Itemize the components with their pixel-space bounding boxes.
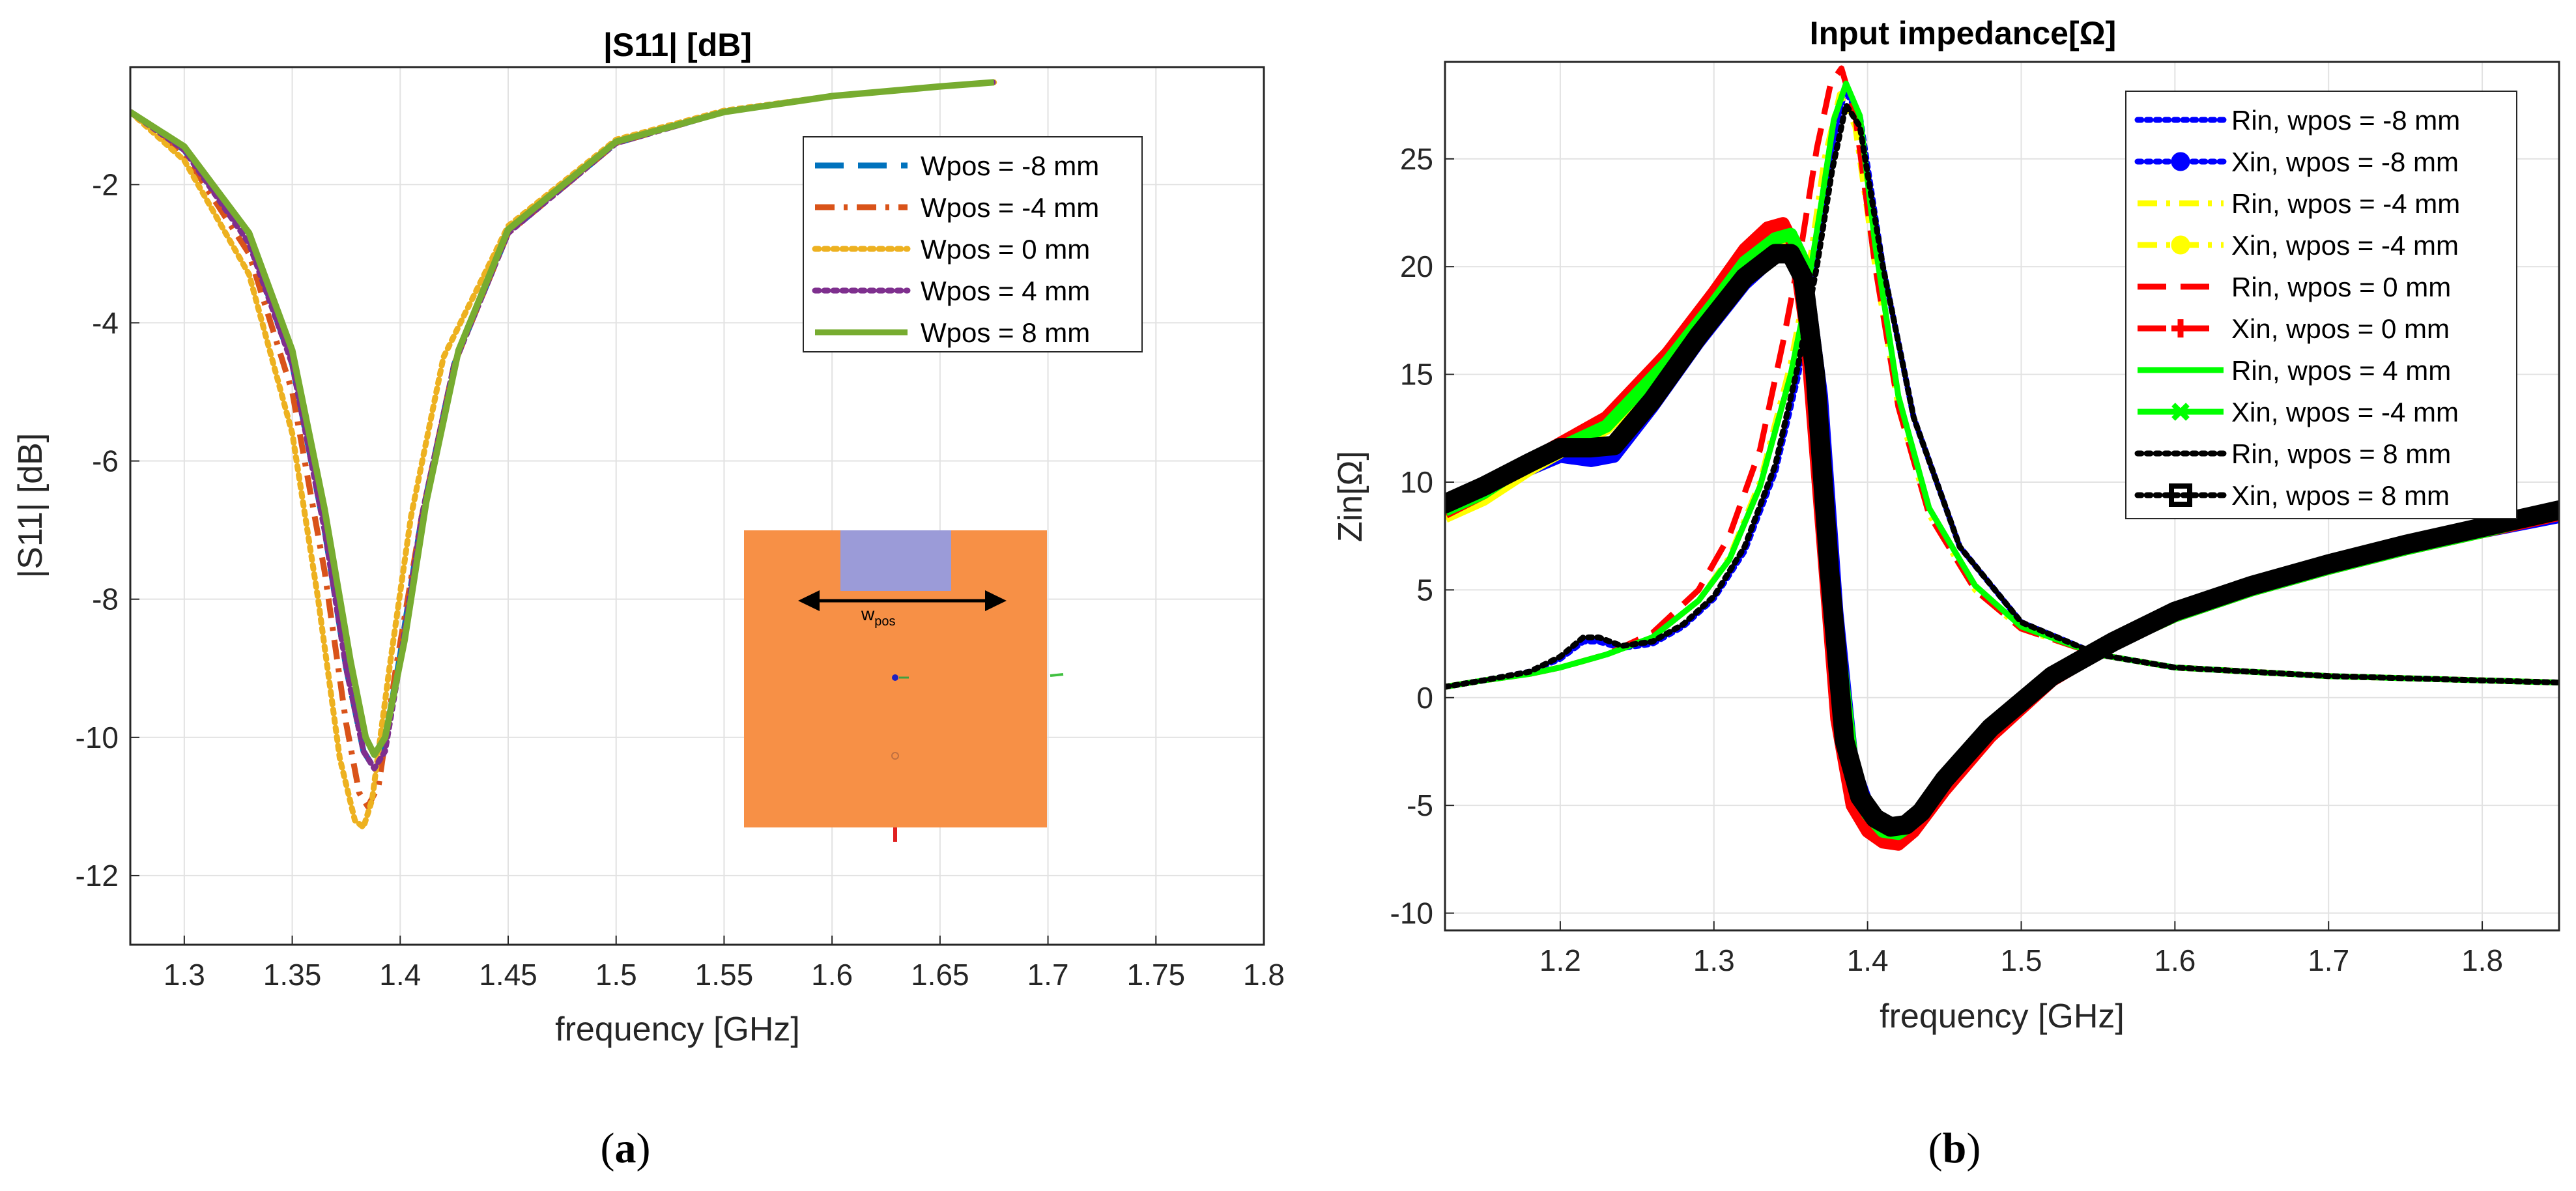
legend-entry-label: Rin, wpos = 8 mm bbox=[2231, 438, 2451, 469]
chart-a: |S11| [dB] 1.3 1.35 1.4 1.45 1.5 1.55 1.6 1.65 1… bbox=[12, 27, 1285, 1172]
y-tick-label: 5 bbox=[1416, 573, 1433, 607]
y-tick-label: -10 bbox=[76, 721, 119, 754]
x-tick-label: 1.65 bbox=[911, 958, 969, 992]
legend-marker-square-icon bbox=[2169, 483, 2192, 507]
y-tick-label: 0 bbox=[1416, 681, 1433, 715]
legend-marker-circle-icon bbox=[2171, 152, 2190, 171]
chart-a-series bbox=[130, 79, 997, 831]
legend-entry-label: Wpos = 8 mm bbox=[921, 317, 1090, 348]
y-tick-label: -10 bbox=[1390, 897, 1433, 930]
inset-feed-slot bbox=[840, 530, 951, 591]
chart-a-y-ticks: -2 -4 -6 -8 -10 -12 bbox=[76, 167, 139, 893]
y-tick-label: -5 bbox=[1407, 788, 1433, 822]
caption-a: (a) bbox=[601, 1125, 651, 1172]
x-tick-label: 1.3 bbox=[164, 958, 205, 992]
chart-a-x-ticks: 1.3 1.35 1.4 1.45 1.5 1.55 1.6 1.65 1.7 1.75 1.8 bbox=[164, 936, 1285, 992]
inset-green-mark bbox=[1050, 673, 1064, 677]
caption-b-letter: b bbox=[1943, 1125, 1967, 1172]
legend-entry-label: Rin, wpos = 4 mm bbox=[2231, 355, 2451, 386]
caption-b: (b) bbox=[1928, 1125, 1981, 1172]
x-tick-label: 1.55 bbox=[695, 958, 754, 992]
antenna-inset: wpos bbox=[744, 530, 1064, 842]
series-line bbox=[1445, 102, 2559, 690]
x-tick-label: 1.5 bbox=[2001, 943, 2042, 977]
legend-entry-label: Xin, wpos = -4 mm bbox=[2231, 230, 2459, 261]
inset-arrow-right-icon bbox=[985, 590, 1007, 611]
series-line bbox=[130, 79, 995, 758]
legend-entry-label: Rin, wpos = 0 mm bbox=[2231, 272, 2451, 302]
y-tick-label: -8 bbox=[92, 582, 119, 616]
x-tick-label: 1.8 bbox=[2461, 943, 2503, 977]
chart-a-title: |S11| [dB] bbox=[603, 27, 752, 64]
x-tick-label: 1.6 bbox=[811, 958, 853, 992]
y-tick-label: -2 bbox=[92, 167, 119, 201]
x-tick-label: 1.6 bbox=[2154, 943, 2196, 977]
chart-b: Input impedance[Ω] 1.2 1.3 1.4 1.5 1.6 1.7 1.8… bbox=[1332, 15, 2560, 1172]
y-tick-label: -4 bbox=[92, 306, 119, 339]
chart-b-y-label: Zin[Ω] bbox=[1332, 451, 1369, 542]
legend-entry-label: Xin, wpos = -4 mm bbox=[2231, 397, 2459, 427]
legend-entry-label: Wpos = 4 mm bbox=[921, 276, 1090, 306]
caption-a-letter: a bbox=[615, 1125, 637, 1172]
y-tick-label: 20 bbox=[1400, 250, 1433, 283]
x-tick-label: 1.7 bbox=[1027, 958, 1069, 992]
chart-b-title: Input impedance[Ω] bbox=[1810, 15, 2117, 51]
y-tick-label: 25 bbox=[1400, 142, 1433, 176]
y-tick-label: 15 bbox=[1400, 358, 1433, 392]
inset-probe-point bbox=[892, 674, 898, 681]
x-tick-label: 1.5 bbox=[595, 958, 637, 992]
legend-entry-label: Wpos = -4 mm bbox=[921, 192, 1099, 223]
series-line bbox=[1445, 80, 2559, 690]
chart-b-y-ticks: 25 20 15 10 5 0 -5 -10 bbox=[1390, 142, 1454, 930]
legend-marker-circle-icon bbox=[2171, 235, 2190, 255]
x-tick-label: 1.3 bbox=[1693, 943, 1735, 977]
x-tick-label: 1.4 bbox=[379, 958, 421, 992]
legend-entry-label: Xin, wpos = 0 mm bbox=[2231, 313, 2450, 344]
x-tick-label: 1.4 bbox=[1847, 943, 1889, 977]
legend-entry-label: Xin, wpos = -8 mm bbox=[2231, 147, 2459, 177]
chart-b-x-ticks: 1.2 1.3 1.4 1.5 1.6 1.7 1.8 bbox=[1539, 921, 2503, 977]
chart-a-legend-box bbox=[803, 136, 1143, 352]
chart-a-axes-box bbox=[129, 66, 1265, 946]
chart-a-y-label: |S11| [dB] bbox=[12, 433, 50, 579]
chart-a-x-label: frequency [GHz] bbox=[555, 1011, 800, 1048]
chart-b-series bbox=[1445, 65, 2559, 851]
chart-a-legend: Wpos = -8 mm Wpos = -4 mm Wpos = 0 mm Wpos … bbox=[803, 136, 1143, 352]
series-group bbox=[130, 79, 997, 831]
x-tick-label: 1.2 bbox=[1539, 943, 1581, 977]
inset-origin-point bbox=[891, 752, 899, 760]
inset-wpos-label: wpos bbox=[861, 604, 895, 629]
y-tick-label: -12 bbox=[76, 859, 119, 893]
series-group bbox=[1445, 65, 2559, 851]
chart-b-legend: Rin, wpos = -8 mm Xin, wpos = -8 mm Rin, w… bbox=[2125, 91, 2517, 519]
legend-entry-label: Rin, wpos = -8 mm bbox=[2231, 105, 2460, 136]
legend-entry-label: Xin, wpos = 8 mm bbox=[2231, 480, 2450, 511]
series-line bbox=[1445, 244, 2559, 837]
legend-entry-label: Rin, wpos = -4 mm bbox=[2231, 188, 2460, 219]
legend-marker-x-icon bbox=[2171, 403, 2190, 421]
x-tick-label: 1.7 bbox=[2308, 943, 2349, 977]
y-tick-label: -6 bbox=[92, 444, 119, 478]
x-tick-label: 1.35 bbox=[263, 958, 322, 992]
chart-b-x-label: frequency [GHz] bbox=[1880, 997, 2125, 1035]
chart-b-axes-box bbox=[1444, 61, 2560, 932]
legend-entry-label: Wpos = 0 mm bbox=[921, 234, 1090, 265]
inset-wpos-sub: pos bbox=[874, 614, 895, 629]
x-tick-label: 1.45 bbox=[479, 958, 537, 992]
x-tick-label: 1.75 bbox=[1127, 958, 1186, 992]
x-tick-label: 1.8 bbox=[1243, 958, 1285, 992]
legend-entry-label: Wpos = -8 mm bbox=[921, 151, 1099, 181]
y-tick-label: 10 bbox=[1400, 465, 1433, 499]
inset-arrow-left-icon bbox=[798, 590, 820, 611]
inset-wpos-main: w bbox=[861, 604, 875, 624]
